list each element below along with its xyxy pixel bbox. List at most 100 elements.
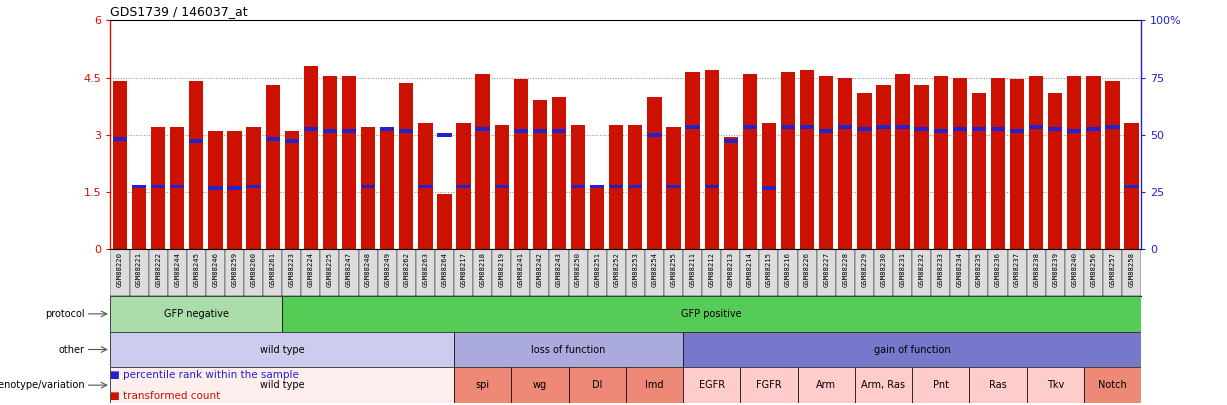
Bar xyxy=(1067,76,1081,249)
Text: GSM88213: GSM88213 xyxy=(728,252,734,287)
Text: GSM88247: GSM88247 xyxy=(346,252,352,287)
Bar xyxy=(626,249,645,296)
Text: GSM88233: GSM88233 xyxy=(937,252,944,287)
Bar xyxy=(454,332,683,367)
Bar xyxy=(760,249,778,296)
Text: GSM88234: GSM88234 xyxy=(957,252,963,287)
Text: GSM88224: GSM88224 xyxy=(308,252,314,287)
Text: gain of function: gain of function xyxy=(874,345,951,354)
Bar xyxy=(762,186,775,190)
Text: GSM88221: GSM88221 xyxy=(136,252,142,287)
Text: GSM88262: GSM88262 xyxy=(404,252,410,287)
Bar xyxy=(1027,249,1045,296)
Text: GSM88264: GSM88264 xyxy=(442,252,448,287)
Bar xyxy=(571,125,585,249)
Bar xyxy=(265,85,280,249)
Bar xyxy=(609,125,623,249)
Bar xyxy=(1121,249,1141,296)
Bar xyxy=(1067,129,1081,133)
Text: protocol: protocol xyxy=(45,309,85,319)
Bar xyxy=(778,249,798,296)
Text: Ras: Ras xyxy=(989,380,1007,390)
Bar xyxy=(171,127,184,249)
Bar xyxy=(323,76,337,249)
Bar xyxy=(1010,79,1025,249)
Text: GSM88243: GSM88243 xyxy=(556,252,562,287)
Bar xyxy=(1106,125,1119,129)
Bar xyxy=(896,125,909,129)
Bar xyxy=(530,249,550,296)
Text: GSM88258: GSM88258 xyxy=(1129,252,1135,287)
Bar xyxy=(110,296,282,332)
Bar xyxy=(514,129,528,133)
Text: spi: spi xyxy=(476,380,490,390)
Bar xyxy=(1029,125,1043,129)
Bar xyxy=(342,76,356,249)
Bar xyxy=(1045,249,1065,296)
Bar xyxy=(113,137,128,141)
Bar xyxy=(340,249,358,296)
Bar xyxy=(740,249,760,296)
Text: GSM88250: GSM88250 xyxy=(575,252,582,287)
Bar xyxy=(683,249,702,296)
Bar xyxy=(855,367,912,403)
Text: EGFR: EGFR xyxy=(698,380,725,390)
Bar xyxy=(645,249,664,296)
Bar xyxy=(418,124,432,249)
Bar xyxy=(855,249,874,296)
Bar xyxy=(798,367,855,403)
Bar xyxy=(1124,185,1139,188)
Bar xyxy=(456,124,471,249)
Bar xyxy=(247,185,260,188)
Text: GSM88215: GSM88215 xyxy=(766,252,772,287)
Bar xyxy=(874,249,893,296)
Bar xyxy=(912,249,931,296)
Bar xyxy=(110,249,130,296)
Bar xyxy=(323,129,337,133)
Bar xyxy=(1010,129,1025,133)
Bar xyxy=(1106,81,1119,249)
Bar xyxy=(342,129,356,133)
Text: GSM88261: GSM88261 xyxy=(270,252,276,287)
Bar xyxy=(361,185,375,188)
Bar xyxy=(762,124,775,249)
Bar xyxy=(110,332,454,367)
Bar xyxy=(550,249,568,296)
Text: GSM88220: GSM88220 xyxy=(117,252,123,287)
Text: GSM88235: GSM88235 xyxy=(975,252,982,287)
Bar xyxy=(110,367,454,403)
Bar xyxy=(492,249,512,296)
Bar xyxy=(475,74,490,249)
Text: Arm: Arm xyxy=(816,380,836,390)
Bar xyxy=(209,131,222,249)
Text: wild type: wild type xyxy=(260,380,304,390)
Bar xyxy=(721,249,740,296)
Bar xyxy=(514,79,528,249)
Bar xyxy=(950,249,969,296)
Bar xyxy=(609,185,623,188)
Bar xyxy=(130,249,148,296)
Bar xyxy=(533,129,547,133)
Bar xyxy=(454,367,512,403)
Text: GSM88257: GSM88257 xyxy=(1109,252,1115,287)
Bar xyxy=(437,194,452,249)
Bar xyxy=(456,185,471,188)
Bar xyxy=(952,78,967,249)
Text: loss of function: loss of function xyxy=(531,345,606,354)
Bar xyxy=(876,85,891,249)
Bar xyxy=(836,249,855,296)
Bar xyxy=(686,72,699,249)
Bar xyxy=(396,249,416,296)
Bar xyxy=(798,249,817,296)
Bar xyxy=(209,186,222,190)
Bar xyxy=(303,127,318,131)
Bar xyxy=(380,127,394,249)
Bar xyxy=(666,185,681,188)
Bar xyxy=(858,93,871,249)
Bar xyxy=(876,125,891,129)
Text: GSM88245: GSM88245 xyxy=(194,252,199,287)
Bar xyxy=(952,127,967,131)
Bar xyxy=(648,97,661,249)
Bar xyxy=(474,249,492,296)
Text: GSM88259: GSM88259 xyxy=(232,252,238,287)
